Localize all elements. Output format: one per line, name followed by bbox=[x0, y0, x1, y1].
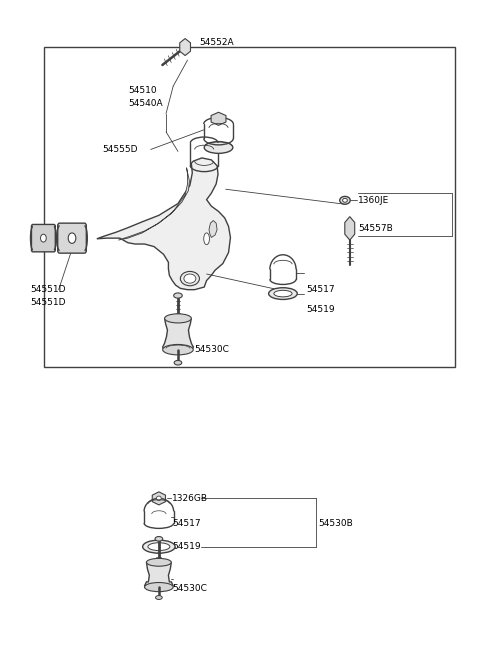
Polygon shape bbox=[144, 562, 173, 587]
Ellipse shape bbox=[146, 558, 171, 566]
Ellipse shape bbox=[68, 233, 76, 244]
Polygon shape bbox=[211, 112, 226, 125]
Text: 54555D: 54555D bbox=[103, 145, 138, 154]
FancyBboxPatch shape bbox=[32, 225, 55, 252]
Polygon shape bbox=[345, 217, 355, 240]
Text: 54517: 54517 bbox=[306, 285, 335, 294]
Ellipse shape bbox=[184, 274, 196, 283]
Text: 1326GB: 1326GB bbox=[172, 494, 208, 503]
Ellipse shape bbox=[174, 360, 182, 365]
Ellipse shape bbox=[143, 540, 175, 553]
Ellipse shape bbox=[148, 543, 170, 551]
Text: 54530B: 54530B bbox=[319, 519, 353, 528]
Text: 54519: 54519 bbox=[306, 305, 335, 314]
Text: 54517: 54517 bbox=[172, 519, 201, 528]
Ellipse shape bbox=[269, 288, 297, 299]
FancyBboxPatch shape bbox=[58, 223, 86, 253]
Ellipse shape bbox=[204, 141, 233, 153]
Ellipse shape bbox=[40, 234, 46, 242]
Ellipse shape bbox=[274, 290, 292, 297]
Ellipse shape bbox=[204, 233, 209, 245]
Ellipse shape bbox=[163, 345, 193, 355]
Text: 54510: 54510 bbox=[128, 86, 156, 95]
Polygon shape bbox=[118, 168, 190, 240]
Text: 1360JE: 1360JE bbox=[359, 196, 390, 205]
Ellipse shape bbox=[180, 271, 199, 286]
Ellipse shape bbox=[343, 198, 348, 202]
Ellipse shape bbox=[155, 536, 163, 541]
Polygon shape bbox=[180, 39, 191, 56]
Ellipse shape bbox=[340, 196, 350, 204]
Text: 54530C: 54530C bbox=[172, 584, 207, 593]
Ellipse shape bbox=[165, 314, 192, 323]
Text: 54557B: 54557B bbox=[359, 224, 393, 233]
Polygon shape bbox=[152, 492, 166, 505]
Text: 54530C: 54530C bbox=[195, 345, 229, 354]
Text: 54551D: 54551D bbox=[30, 298, 66, 307]
Ellipse shape bbox=[174, 293, 182, 298]
Text: 54552A: 54552A bbox=[199, 38, 234, 47]
Polygon shape bbox=[163, 318, 193, 350]
Polygon shape bbox=[209, 221, 217, 238]
Ellipse shape bbox=[156, 496, 161, 500]
Text: 54540A: 54540A bbox=[128, 99, 162, 107]
Polygon shape bbox=[97, 158, 230, 290]
Ellipse shape bbox=[156, 595, 162, 599]
Text: 54519: 54519 bbox=[172, 542, 201, 551]
Ellipse shape bbox=[144, 582, 173, 591]
Bar bbox=[44, 47, 455, 367]
Text: 54551D: 54551D bbox=[30, 285, 66, 294]
